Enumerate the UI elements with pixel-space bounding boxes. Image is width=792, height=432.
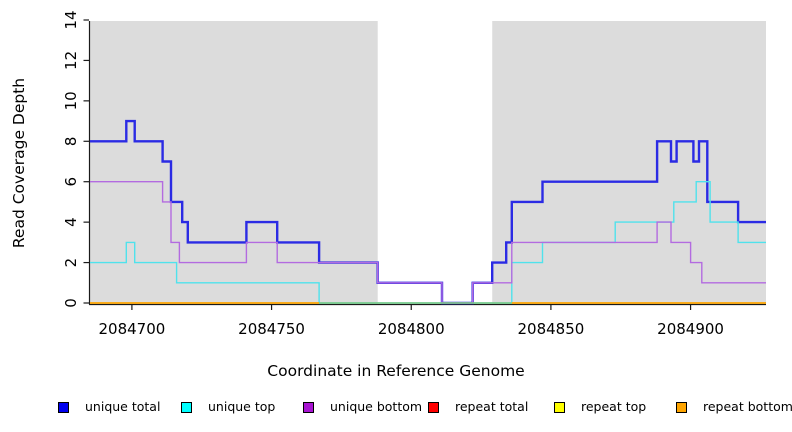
x-tick-label: 2084800 — [378, 320, 445, 338]
legend-swatch-repeat-top — [554, 401, 565, 413]
legend-label: unique top — [208, 399, 276, 414]
series-line-unique-bottom — [90, 181, 766, 304]
series-line-unique-top — [90, 181, 766, 304]
legend-swatch-repeat-total — [428, 401, 439, 413]
x-tick-label: 2084850 — [518, 320, 585, 338]
legend-swatch-unique-total — [58, 401, 69, 413]
legend-label: repeat total — [455, 399, 529, 414]
legend-swatch-repeat-bottom — [676, 401, 687, 413]
y-tick-label: 8 — [62, 137, 80, 147]
x-tick-label: 2084750 — [238, 320, 305, 338]
y-tick-label: 6 — [62, 177, 80, 187]
x-tick-label: 2084900 — [657, 320, 724, 338]
legend: unique total unique top unique bottom repea… — [0, 399, 792, 417]
legend-item-repeat-bottom: repeat bottom — [676, 399, 792, 415]
legend-label: unique total — [85, 399, 161, 414]
y-tick-label: 10 — [62, 91, 80, 110]
y-tick-label: 14 — [62, 10, 80, 29]
legend-swatch-unique-bottom — [303, 401, 314, 413]
y-tick-label: 0 — [62, 298, 80, 308]
legend-label: unique bottom — [330, 399, 423, 414]
uncovered-region — [377, 21, 493, 304]
legend-label: repeat bottom — [703, 399, 792, 414]
legend-item-repeat-top: repeat top — [554, 399, 646, 415]
legend-swatch-unique-top — [181, 401, 192, 413]
x-axis-title: Coordinate in Reference Genome — [267, 362, 525, 380]
legend-item-unique-total: unique total — [58, 399, 160, 415]
x-tick-label: 2084700 — [98, 320, 165, 338]
y-tick-label: 4 — [62, 217, 80, 227]
legend-item-unique-top: unique top — [181, 399, 275, 415]
legend-item-repeat-total: repeat total — [428, 399, 528, 415]
y-tick-label: 12 — [62, 51, 80, 70]
legend-item-unique-bottom: unique bottom — [303, 399, 422, 415]
y-tick-label: 2 — [62, 258, 80, 268]
legend-label: repeat top — [581, 399, 647, 414]
y-axis-title: Read Coverage Depth — [10, 77, 28, 249]
